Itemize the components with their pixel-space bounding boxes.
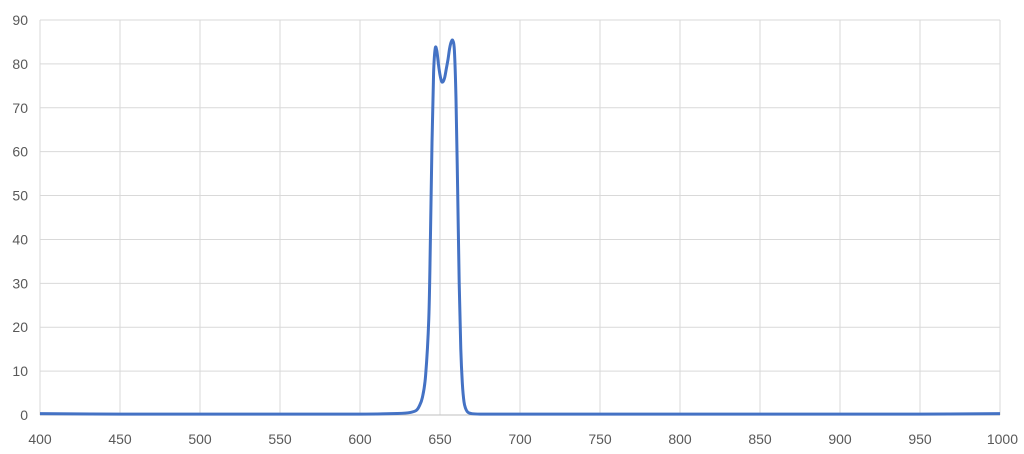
grid-layer [39,19,1001,415]
x-tick-label: 1000 [987,431,1018,447]
x-tick-label: 400 [28,431,52,447]
series-line [39,38,1001,416]
tick-labels: 0 10 20 30 40 50 60 70 80 90 400 450 500 550 600 650 700… [12,12,1018,447]
x-tick-label: 500 [188,431,212,447]
y-tick-label: 90 [12,12,28,28]
y-tick-label: 60 [12,144,28,160]
y-tick-label: 20 [12,319,28,335]
x-tick-label: 800 [668,431,692,447]
x-tick-label: 550 [268,431,292,447]
y-tick-label: 50 [12,188,28,204]
y-tick-label: 10 [12,363,28,379]
x-tick-label: 850 [748,431,772,447]
y-tick-label: 70 [12,100,28,116]
x-tick-label: 600 [348,431,372,447]
x-tick-label: 950 [908,431,932,447]
x-tick-label: 700 [508,431,532,447]
x-tick-label: 900 [828,431,852,447]
x-tick-label: 650 [428,431,452,447]
y-tick-label: 80 [12,56,28,72]
x-tick-label: 450 [108,431,132,447]
y-tick-label: 40 [12,231,28,247]
x-tick-label: 750 [588,431,612,447]
series-layer [39,38,1001,416]
y-tick-label: 30 [12,275,28,291]
y-tick-label: 0 [20,407,28,423]
